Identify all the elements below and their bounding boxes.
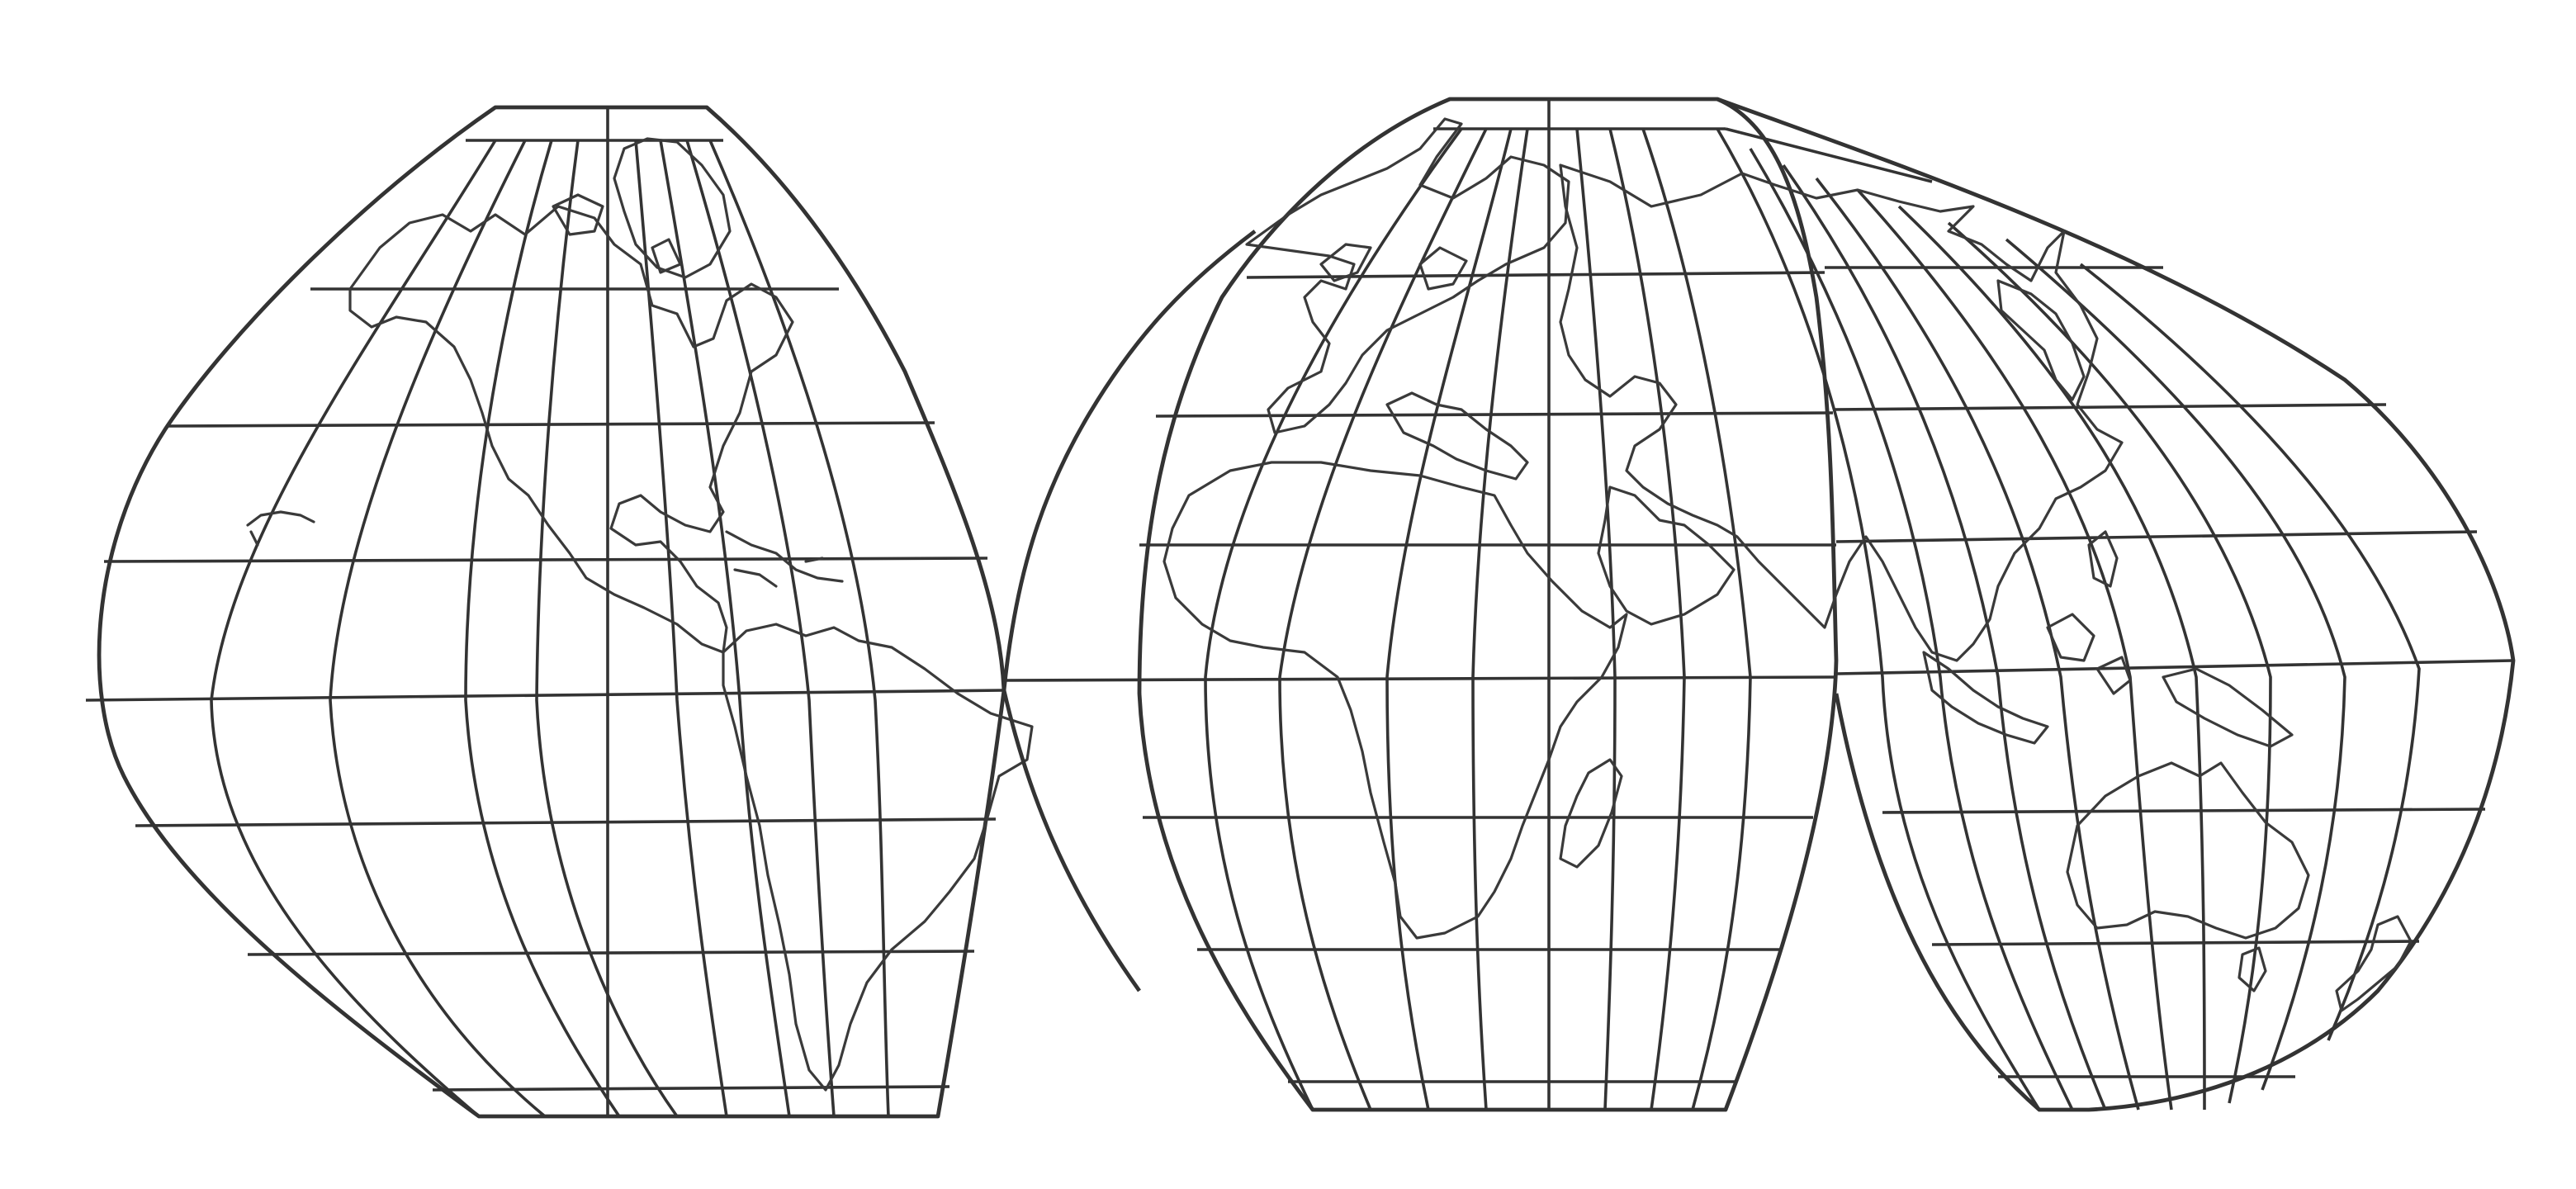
europe [1245, 117, 1570, 434]
australia [2066, 761, 2310, 940]
asia-australia-coastlines [1559, 163, 2413, 1012]
asia-australia-lobe-outline [1717, 97, 2516, 1112]
americas-coastlines [246, 137, 1034, 1092]
philippines [2087, 530, 2119, 588]
new-guinea [2162, 667, 2294, 748]
europe-africa-lobe [1002, 97, 1839, 1112]
asia-australia-meridians [1716, 128, 2421, 1111]
greenland [613, 137, 732, 279]
left-gap-connector [1002, 230, 1257, 992]
europe-africa-meridians [1204, 99, 1752, 1111]
hawaii [246, 510, 315, 547]
americas-meridians [210, 107, 890, 1118]
tasmania [2237, 946, 2267, 992]
europe-africa-coastlines [1163, 117, 1735, 940]
scandinavia-detail [1319, 243, 1468, 291]
africa [1163, 461, 1628, 940]
southeast-asia [1922, 613, 2132, 745]
south-america [722, 623, 1034, 1092]
madagascar [1559, 758, 1623, 869]
asia-australia-parallels [1725, 127, 2514, 1078]
asia-australia-lobe [1559, 97, 2516, 1112]
americas-parallels [85, 139, 1005, 1092]
north-america [348, 205, 794, 654]
mediterranean-coast [1385, 391, 1529, 481]
asia [1559, 163, 2124, 662]
arctic-islands [552, 193, 682, 274]
new-zealand [2335, 915, 2413, 1012]
americas-lobe [85, 105, 1034, 1119]
americas-lobe-outline [97, 105, 1006, 1119]
japan [1996, 279, 2086, 401]
arabian-peninsula [1597, 486, 1735, 626]
europe-africa-lobe-outline [1137, 97, 1839, 1112]
central-america-caribbean [725, 530, 844, 588]
